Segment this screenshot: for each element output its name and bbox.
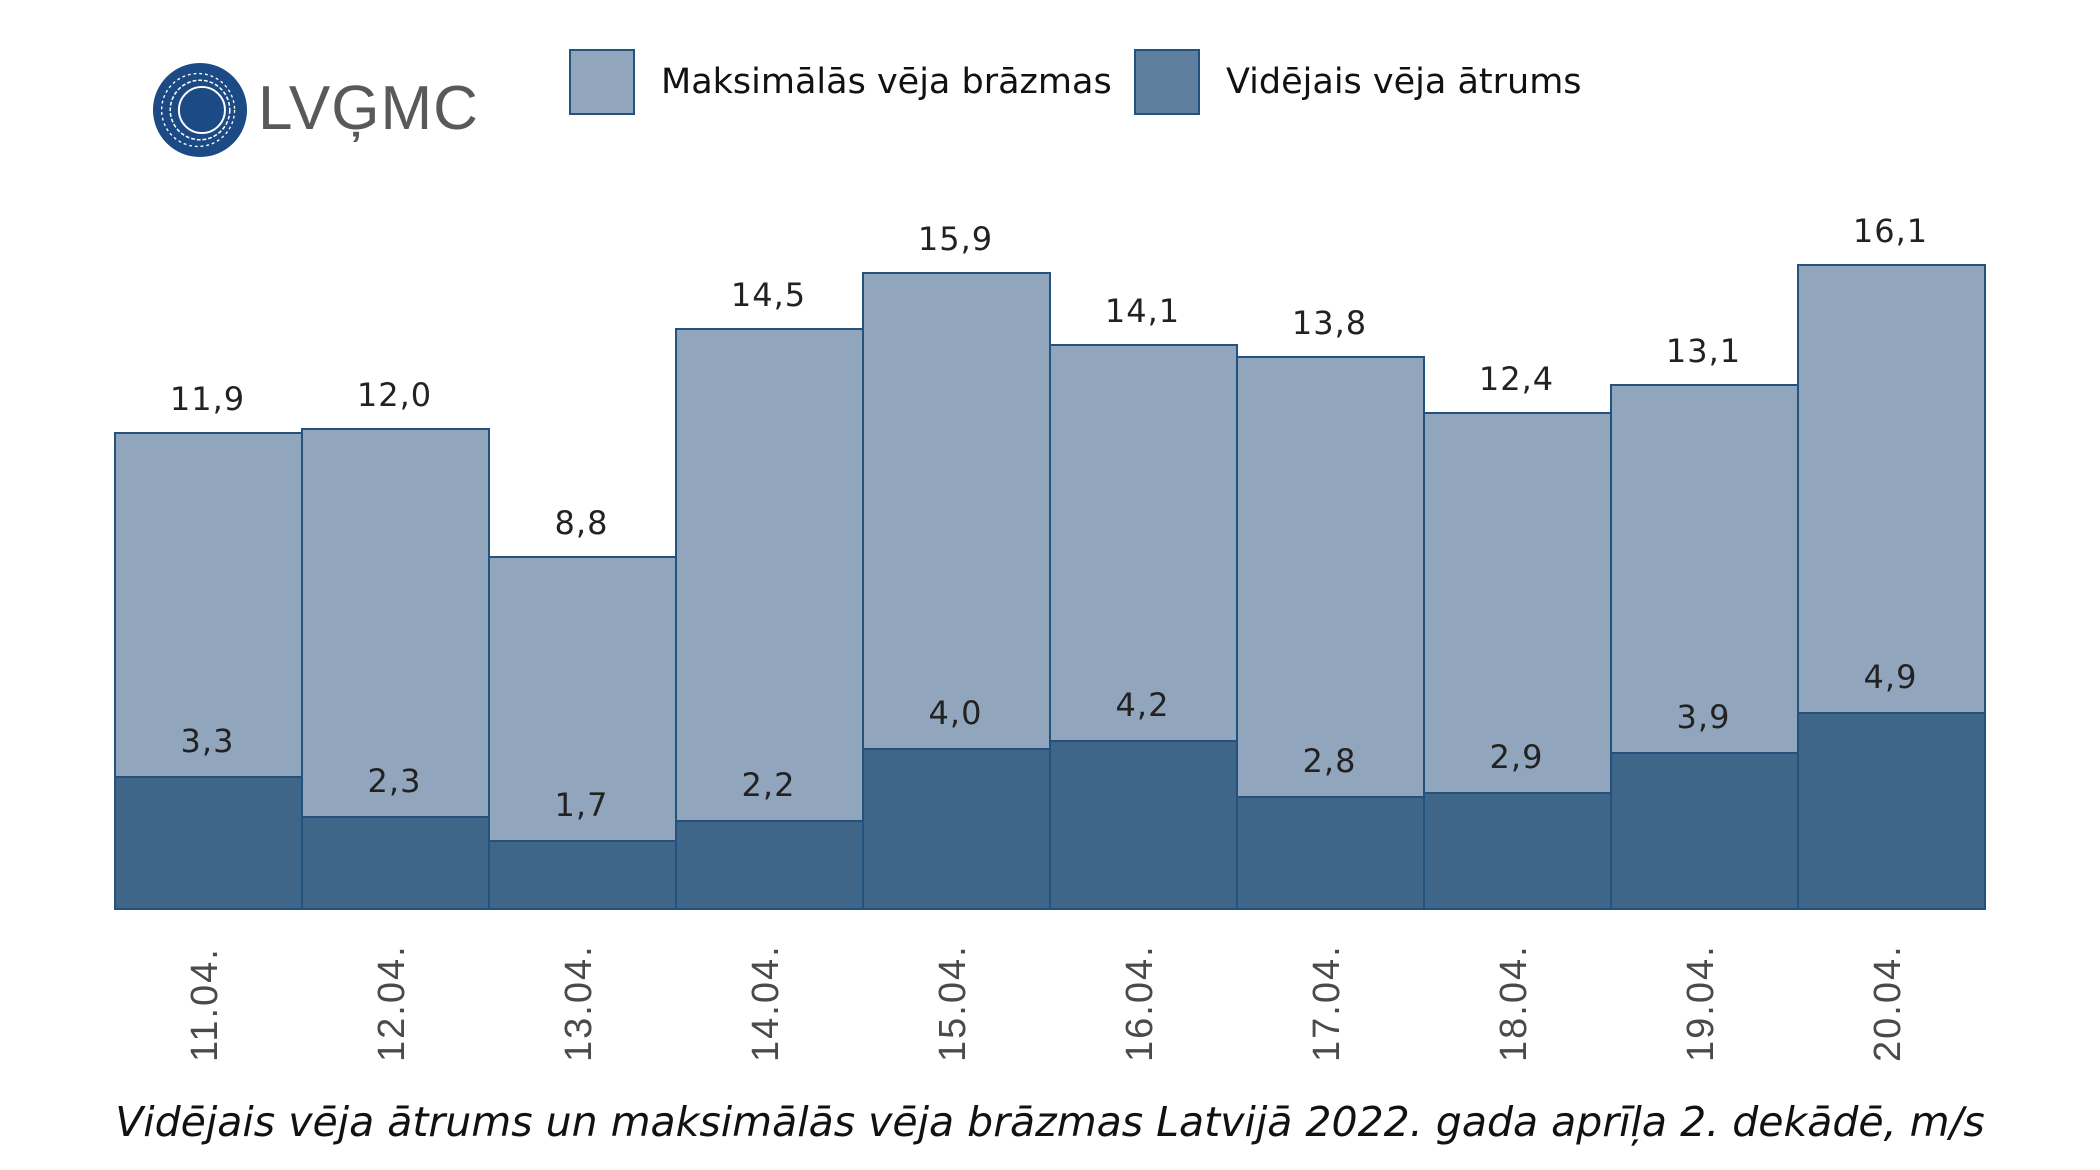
value-label-max-gust: 15,9	[917, 220, 994, 258]
value-label-avg-speed: 3,3	[180, 722, 235, 760]
x-axis-label: 13.04.	[557, 944, 600, 1062]
legend-label-avg-speed: Vidējais vēja ātrums	[1226, 62, 1582, 102]
chart-caption: Vidējais vēja ātrums un maksimālās vēja …	[115, 1098, 1985, 1146]
value-label-max-gust: 13,1	[1665, 332, 1742, 370]
logo-wave-circle-icon	[152, 62, 248, 158]
legend-item-avg-speed: Vidējais vēja ātrums	[1134, 48, 1582, 116]
bar-avg-speed	[114, 776, 303, 910]
value-label-max-gust: 14,1	[1104, 292, 1181, 330]
value-label-avg-speed: 2,9	[1489, 738, 1544, 776]
x-axis-label: 16.04.	[1118, 944, 1161, 1062]
value-label-max-gust: 12,0	[356, 376, 433, 414]
value-label-avg-speed: 1,7	[554, 786, 609, 824]
x-axis-label: 14.04.	[744, 944, 787, 1062]
value-label-max-gust: 16,1	[1852, 212, 1929, 250]
value-label-avg-speed: 3,9	[1676, 698, 1731, 736]
value-label-max-gust: 12,4	[1478, 360, 1555, 398]
legend-swatch-max-gusts	[569, 49, 635, 115]
bar-avg-speed	[1610, 752, 1799, 910]
x-axis-label: 12.04.	[370, 944, 413, 1062]
bar-avg-speed	[1236, 796, 1425, 910]
x-axis-label: 17.04.	[1305, 944, 1348, 1062]
value-label-max-gust: 14,5	[730, 276, 807, 314]
value-label-avg-speed: 2,2	[741, 766, 796, 804]
bar-avg-speed	[1797, 712, 1986, 910]
bar-avg-speed	[1049, 740, 1238, 910]
bar-avg-speed	[488, 840, 677, 910]
bar-avg-speed	[862, 748, 1051, 910]
bar-avg-speed	[1423, 792, 1612, 910]
x-axis-label: 11.04.	[183, 947, 226, 1062]
legend-swatch-avg-speed	[1134, 49, 1200, 115]
x-axis-label: 20.04.	[1866, 944, 1909, 1062]
bar-avg-speed	[675, 820, 864, 910]
value-label-avg-speed: 4,0	[928, 694, 983, 732]
x-axis-label: 19.04.	[1679, 944, 1722, 1062]
lvgmc-logo: LVĢMC	[152, 60, 478, 160]
x-axis-label: 18.04.	[1492, 944, 1535, 1062]
value-label-max-gust: 13,8	[1291, 304, 1368, 342]
legend-item-max-gusts: Maksimālās vēja brāzmas	[569, 48, 1112, 116]
value-label-avg-speed: 2,8	[1302, 742, 1357, 780]
bar-avg-speed	[301, 816, 490, 910]
legend-label-max-gusts: Maksimālās vēja brāzmas	[661, 62, 1112, 102]
logo-text: LVĢMC	[258, 74, 479, 143]
value-label-avg-speed: 4,9	[1863, 658, 1918, 696]
value-label-avg-speed: 4,2	[1115, 686, 1170, 724]
value-label-max-gust: 8,8	[554, 504, 609, 542]
value-label-avg-speed: 2,3	[367, 762, 422, 800]
value-label-max-gust: 11,9	[169, 380, 246, 418]
x-axis-label: 15.04.	[931, 944, 974, 1062]
